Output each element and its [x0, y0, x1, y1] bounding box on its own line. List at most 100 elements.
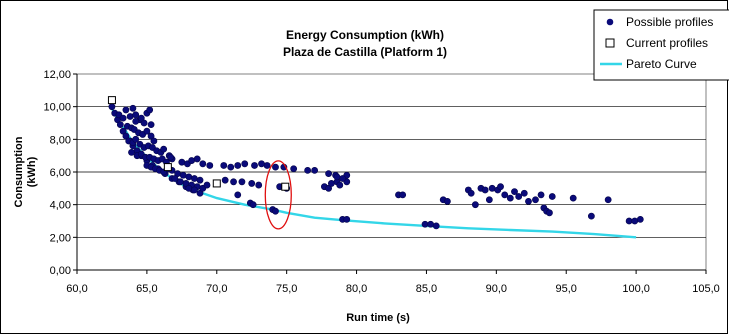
legend-current-marker — [605, 38, 615, 48]
y-axis-title: Consumption(kWh) — [13, 136, 38, 207]
possible-profile-point — [485, 196, 493, 204]
possible-profile-point — [481, 186, 489, 194]
y-axis-title-line: (kWh) — [26, 156, 38, 187]
possible-profile-point — [325, 170, 332, 178]
current-profile-point — [163, 163, 172, 172]
possible-profile-point — [119, 114, 127, 122]
possible-profile-point — [604, 196, 612, 204]
possible-profile-point — [177, 178, 184, 186]
possible-profile-point — [206, 162, 214, 169]
possible-profile-point — [230, 178, 237, 186]
y-tick-label: 0,00 — [50, 265, 71, 277]
possible-profile-point — [532, 196, 539, 204]
possible-profile-point — [421, 220, 429, 228]
possible-profile-point — [167, 153, 175, 161]
legend-box — [593, 9, 729, 81]
possible-profile-point — [255, 181, 263, 189]
possible-profile-point — [234, 162, 242, 169]
possible-profile-point — [327, 180, 335, 187]
y-tick-label: 6,00 — [50, 167, 71, 179]
possible-profile-point — [444, 197, 451, 205]
possible-profile-point — [150, 137, 158, 145]
possible-profile-point — [116, 121, 124, 129]
possible-profile-point — [506, 194, 514, 202]
possible-profile-point — [185, 184, 193, 192]
possible-profile-point — [501, 191, 509, 199]
possible-profile-point — [108, 103, 116, 111]
possible-profile-point — [511, 188, 518, 195]
possible-profile-point — [587, 212, 595, 220]
possible-profile-point — [304, 166, 312, 174]
possible-profile-point — [497, 183, 504, 191]
current-profile-point — [107, 96, 116, 105]
current-profile-point — [212, 179, 221, 188]
possible-profile-point — [339, 175, 346, 182]
highlight-ellipse — [264, 160, 292, 230]
possible-profile-point — [263, 162, 271, 169]
x-tick-label: 80,0 — [346, 283, 367, 295]
possible-profile-point — [537, 191, 545, 199]
possible-profile-point — [199, 160, 207, 168]
x-tick-label: 90,0 — [486, 283, 507, 295]
legend-possible-marker — [606, 18, 614, 26]
y-tick-label: 4,00 — [50, 200, 71, 212]
possible-profile-point — [631, 217, 639, 225]
plot-area: 0,00 2,00 4,00 6,00 8,00 10,00 12,00 60,0 65,0 70… — [13, 69, 720, 295]
possible-profile-point — [160, 145, 168, 153]
legend-possible-label: Possible profiles — [626, 15, 713, 29]
possible-profile-point — [137, 114, 145, 122]
possible-profile-point — [234, 191, 242, 199]
possible-profile-point — [399, 191, 407, 199]
possible-profile-point — [122, 106, 130, 114]
possible-profile-point — [251, 162, 258, 169]
possible-profile-point — [548, 193, 556, 200]
possible-profile-point — [427, 220, 435, 228]
possible-profile-point — [179, 171, 187, 179]
y-tick-label: 10,00 — [43, 102, 71, 114]
possible-profile-point — [520, 189, 528, 197]
y-tick-label: 2,00 — [50, 232, 71, 244]
possible-profile-point — [467, 189, 475, 197]
possible-profile-point — [636, 215, 644, 223]
possible-profile-point — [248, 180, 256, 187]
x-tick-label: 70,0 — [206, 283, 227, 295]
possible-profile-point — [143, 127, 151, 135]
possible-profile-point — [203, 181, 211, 189]
possible-profile-point — [249, 201, 257, 209]
possible-profile-point — [129, 104, 137, 112]
possible-profile-point — [343, 215, 351, 223]
possible-profile-point — [525, 197, 532, 205]
current-profile-point — [281, 182, 290, 191]
possible-profile-point — [147, 121, 155, 129]
possible-profile-point — [220, 162, 228, 169]
possible-profile-point — [128, 148, 135, 156]
x-tick-label: 100,0 — [622, 283, 650, 295]
y-tick-label: 12,00 — [43, 69, 71, 81]
possible-profile-point — [132, 135, 140, 143]
possible-profile-point — [146, 106, 154, 114]
possible-profile-point — [227, 163, 235, 171]
possible-profile-point — [238, 178, 246, 186]
possible-profile-point — [336, 181, 344, 189]
possible-profile-point — [132, 117, 140, 125]
possible-profile-point — [311, 166, 319, 174]
possible-profile-point — [432, 222, 440, 230]
x-tick-label: 105,0 — [692, 283, 720, 295]
x-axis-title: Run time (s) — [346, 312, 410, 324]
possible-profile-point — [196, 176, 204, 184]
y-tick-label: 8,00 — [50, 134, 71, 146]
possible-profile-point — [241, 160, 249, 168]
possible-profile-point — [191, 186, 198, 194]
possible-profile-point — [126, 113, 134, 120]
y-axis-title-line: Consumption — [13, 136, 25, 207]
possible-profile-point — [515, 193, 523, 200]
possible-profile-point — [188, 157, 196, 164]
possible-profile-point — [333, 173, 341, 181]
x-tick-label: 85,0 — [416, 283, 437, 295]
possible-profile-point — [185, 173, 193, 181]
x-tick-label: 75,0 — [276, 283, 297, 295]
x-tick-label: 65,0 — [136, 283, 157, 295]
possible-profile-point — [471, 201, 479, 209]
